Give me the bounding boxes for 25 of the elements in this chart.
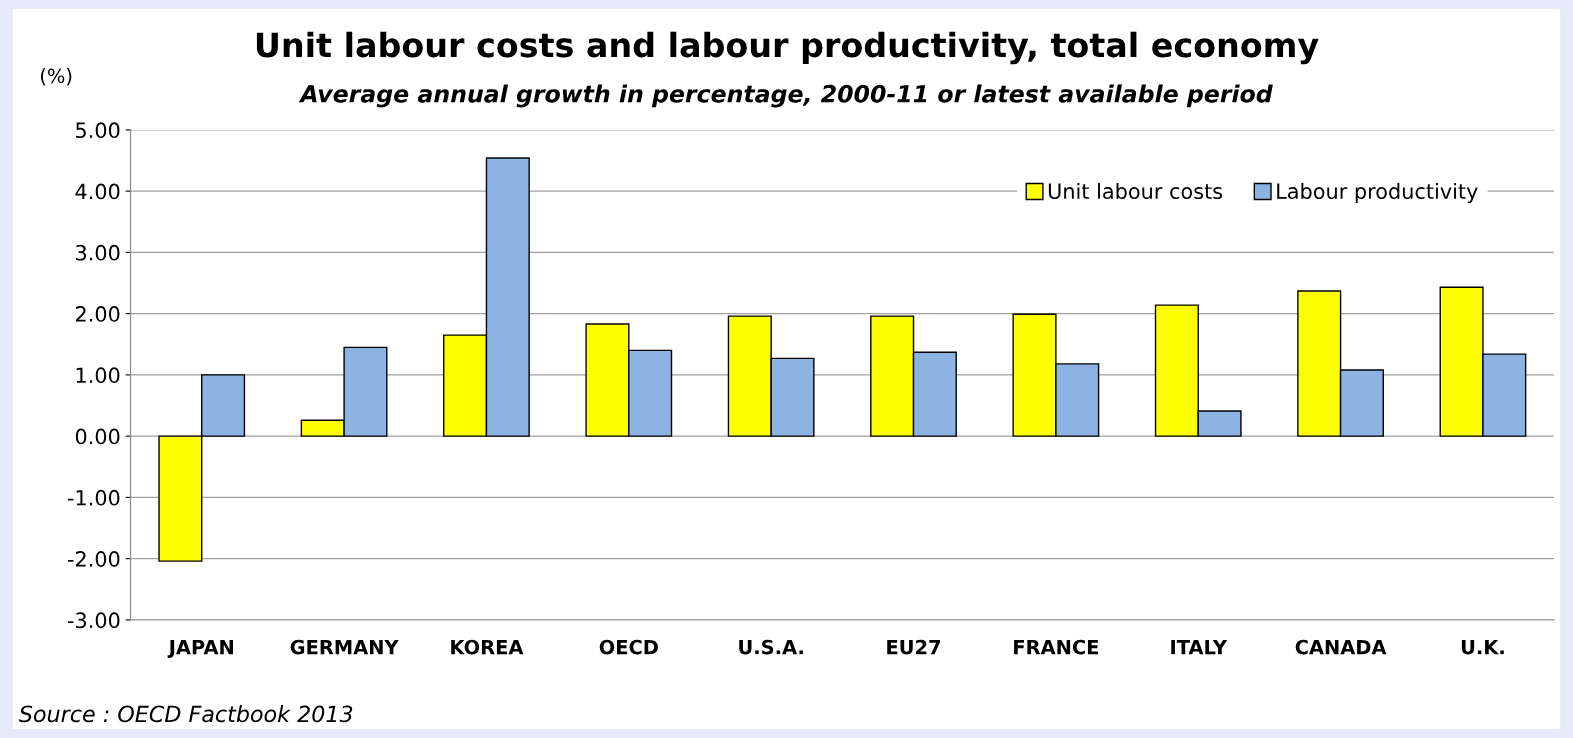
y-tick-label: 1.00 [76, 367, 120, 384]
x-tick-label: U.S.A. [739, 639, 803, 655]
x-tick-label: EU27 [887, 639, 941, 655]
x-tick-label: GERMANY [290, 639, 399, 655]
y-tick-label: 5.00 [76, 122, 120, 139]
x-tick-label: ITALY [1171, 639, 1228, 655]
x-tick-label: OECD [599, 639, 658, 655]
y-tick-label: -1.00 [67, 489, 120, 506]
y-tick-label: 0.00 [75, 428, 120, 445]
chart-subtitle: Average annual growth in percentage, 2000-11 or latest available period [298, 84, 1273, 108]
x-tick-label: JAPAN [167, 639, 233, 659]
y-tick-label: 3.00 [76, 244, 120, 261]
y-tick-label: -2.00 [67, 551, 120, 567]
x-tick-label: KOREA [451, 639, 524, 655]
y-tick-label: -3.00 [67, 612, 120, 629]
chart-title: Unit labour costs and labour productivity, total economy [256, 31, 1319, 65]
x-tick-label: U.K. [1461, 639, 1504, 655]
source-note: Source : OECD Factbook 2013 [19, 705, 353, 723]
y-tick-label: 4.00 [75, 183, 120, 200]
legend-label: Labour productivity [1277, 182, 1478, 204]
y-axis-title: (%) [41, 68, 72, 86]
x-tick-label: FRANCE [1014, 639, 1099, 655]
legend-label: Unit labour costs [1048, 182, 1223, 200]
x-tick-label: CANADA [1295, 639, 1387, 655]
y-tick-label: 2.00 [75, 306, 120, 322]
